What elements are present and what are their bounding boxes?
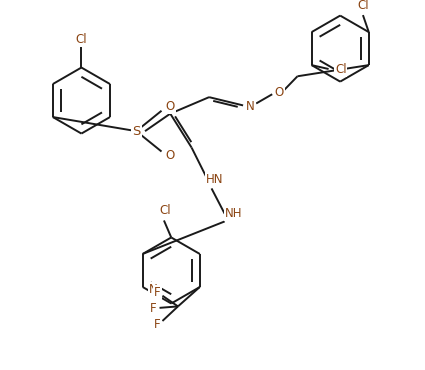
Text: Cl: Cl: [160, 204, 171, 217]
Text: Cl: Cl: [76, 33, 87, 46]
Text: F: F: [154, 318, 161, 332]
Text: O: O: [166, 100, 175, 113]
Text: Cl: Cl: [357, 0, 369, 12]
Text: S: S: [132, 125, 141, 138]
Text: N: N: [246, 100, 255, 113]
Text: F: F: [154, 286, 161, 299]
Text: N: N: [149, 283, 158, 296]
Text: O: O: [275, 86, 283, 99]
Text: F: F: [150, 302, 156, 315]
Text: O: O: [166, 149, 175, 162]
Text: NH: NH: [225, 207, 242, 220]
Text: Cl: Cl: [335, 64, 346, 77]
Text: HN: HN: [206, 173, 224, 186]
